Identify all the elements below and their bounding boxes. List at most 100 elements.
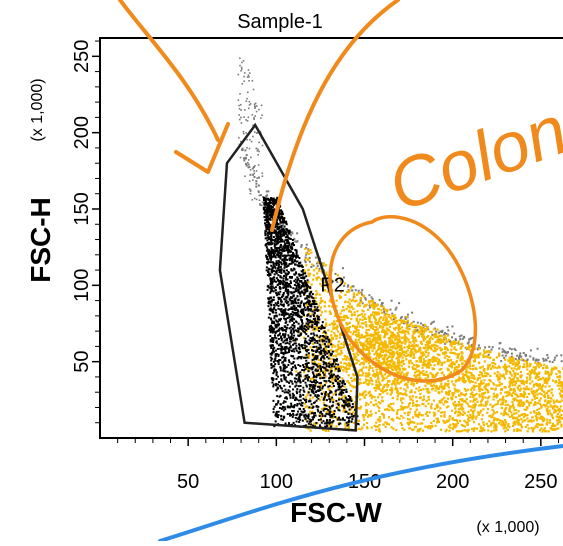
event-dot bbox=[354, 408, 357, 411]
event-dot bbox=[549, 397, 552, 400]
event-dot bbox=[255, 132, 258, 134]
event-dot bbox=[513, 420, 516, 423]
event-dot bbox=[434, 374, 437, 377]
event-dot bbox=[309, 394, 312, 397]
event-dot bbox=[275, 374, 278, 377]
event-dot bbox=[418, 350, 421, 353]
event-dot bbox=[415, 370, 418, 373]
event-dot bbox=[493, 429, 496, 432]
event-dot bbox=[257, 184, 260, 187]
event-dot bbox=[301, 282, 304, 285]
event-dot bbox=[348, 325, 351, 329]
event-dot bbox=[288, 248, 291, 251]
event-dot bbox=[319, 306, 322, 309]
event-dot bbox=[280, 268, 283, 271]
event-dot bbox=[313, 326, 316, 329]
event-dot bbox=[284, 376, 287, 379]
event-dot bbox=[391, 336, 395, 339]
event-dot bbox=[440, 348, 443, 351]
event-dot bbox=[383, 366, 386, 369]
event-dot bbox=[380, 354, 383, 357]
event-dot bbox=[351, 379, 354, 383]
event-dot bbox=[469, 367, 472, 370]
event-dot bbox=[307, 422, 310, 425]
event-dot bbox=[323, 422, 326, 425]
event-dot bbox=[535, 417, 538, 420]
event-dot bbox=[538, 399, 541, 402]
event-dot bbox=[442, 387, 445, 391]
event-dot bbox=[244, 109, 246, 111]
event-dot bbox=[494, 394, 497, 398]
event-dot bbox=[399, 392, 402, 395]
event-dot bbox=[471, 406, 474, 409]
event-dot bbox=[408, 411, 411, 414]
event-dot bbox=[248, 188, 251, 190]
event-dot bbox=[540, 393, 543, 396]
event-dot bbox=[279, 248, 282, 251]
event-dot bbox=[259, 194, 262, 197]
event-dot bbox=[353, 401, 356, 404]
event-dot bbox=[301, 319, 304, 322]
event-dot bbox=[459, 419, 462, 423]
event-dot bbox=[516, 364, 519, 367]
event-dot bbox=[290, 330, 293, 333]
event-dot bbox=[342, 316, 345, 319]
event-dot bbox=[391, 331, 394, 334]
event-dot bbox=[397, 329, 400, 332]
event-dot bbox=[424, 377, 427, 380]
event-dot bbox=[500, 398, 503, 401]
event-dot bbox=[363, 344, 366, 347]
event-dot bbox=[338, 376, 341, 379]
event-dot bbox=[421, 351, 425, 354]
event-dot bbox=[430, 407, 433, 410]
event-dot bbox=[314, 256, 317, 259]
event-dot bbox=[455, 360, 458, 364]
event-dot bbox=[252, 135, 254, 138]
event-dot bbox=[553, 408, 556, 411]
event-dot bbox=[331, 350, 334, 353]
event-dot bbox=[281, 240, 284, 243]
event-dot bbox=[401, 336, 404, 339]
event-dot bbox=[390, 387, 393, 391]
event-dot bbox=[447, 369, 450, 372]
event-dot bbox=[323, 406, 326, 409]
event-dot bbox=[353, 300, 356, 303]
event-dot bbox=[459, 398, 462, 401]
event-dot bbox=[263, 199, 266, 202]
event-dot bbox=[497, 378, 500, 381]
event-dot bbox=[551, 367, 554, 370]
event-dot bbox=[334, 289, 337, 292]
event-dot bbox=[272, 338, 275, 341]
event-dot bbox=[418, 429, 421, 432]
event-dot bbox=[373, 331, 376, 334]
event-dot bbox=[545, 404, 548, 407]
event-dot bbox=[472, 356, 475, 359]
event-dot bbox=[383, 359, 386, 362]
event-dot bbox=[519, 423, 523, 426]
event-dot bbox=[277, 344, 280, 347]
event-dot bbox=[414, 367, 417, 371]
event-dot bbox=[557, 400, 560, 403]
event-dot bbox=[306, 280, 309, 284]
event-dot bbox=[417, 389, 420, 392]
event-dot bbox=[294, 339, 297, 342]
event-dot bbox=[292, 414, 295, 417]
event-dot bbox=[506, 428, 509, 431]
event-dot bbox=[453, 423, 456, 426]
event-dot bbox=[559, 405, 563, 408]
event-dot bbox=[415, 360, 418, 363]
event-dot bbox=[425, 370, 428, 374]
event-dot bbox=[483, 369, 486, 372]
event-dot bbox=[459, 338, 462, 341]
event-dot bbox=[532, 394, 536, 397]
event-dot bbox=[433, 347, 437, 350]
event-dot bbox=[511, 400, 514, 404]
event-dot bbox=[387, 380, 390, 383]
event-dot bbox=[315, 300, 318, 303]
event-dot bbox=[313, 329, 316, 332]
event-dot bbox=[356, 293, 359, 296]
event-dot bbox=[376, 353, 379, 356]
event-dot bbox=[408, 418, 411, 421]
event-dot bbox=[488, 365, 491, 368]
event-dot bbox=[321, 414, 324, 417]
